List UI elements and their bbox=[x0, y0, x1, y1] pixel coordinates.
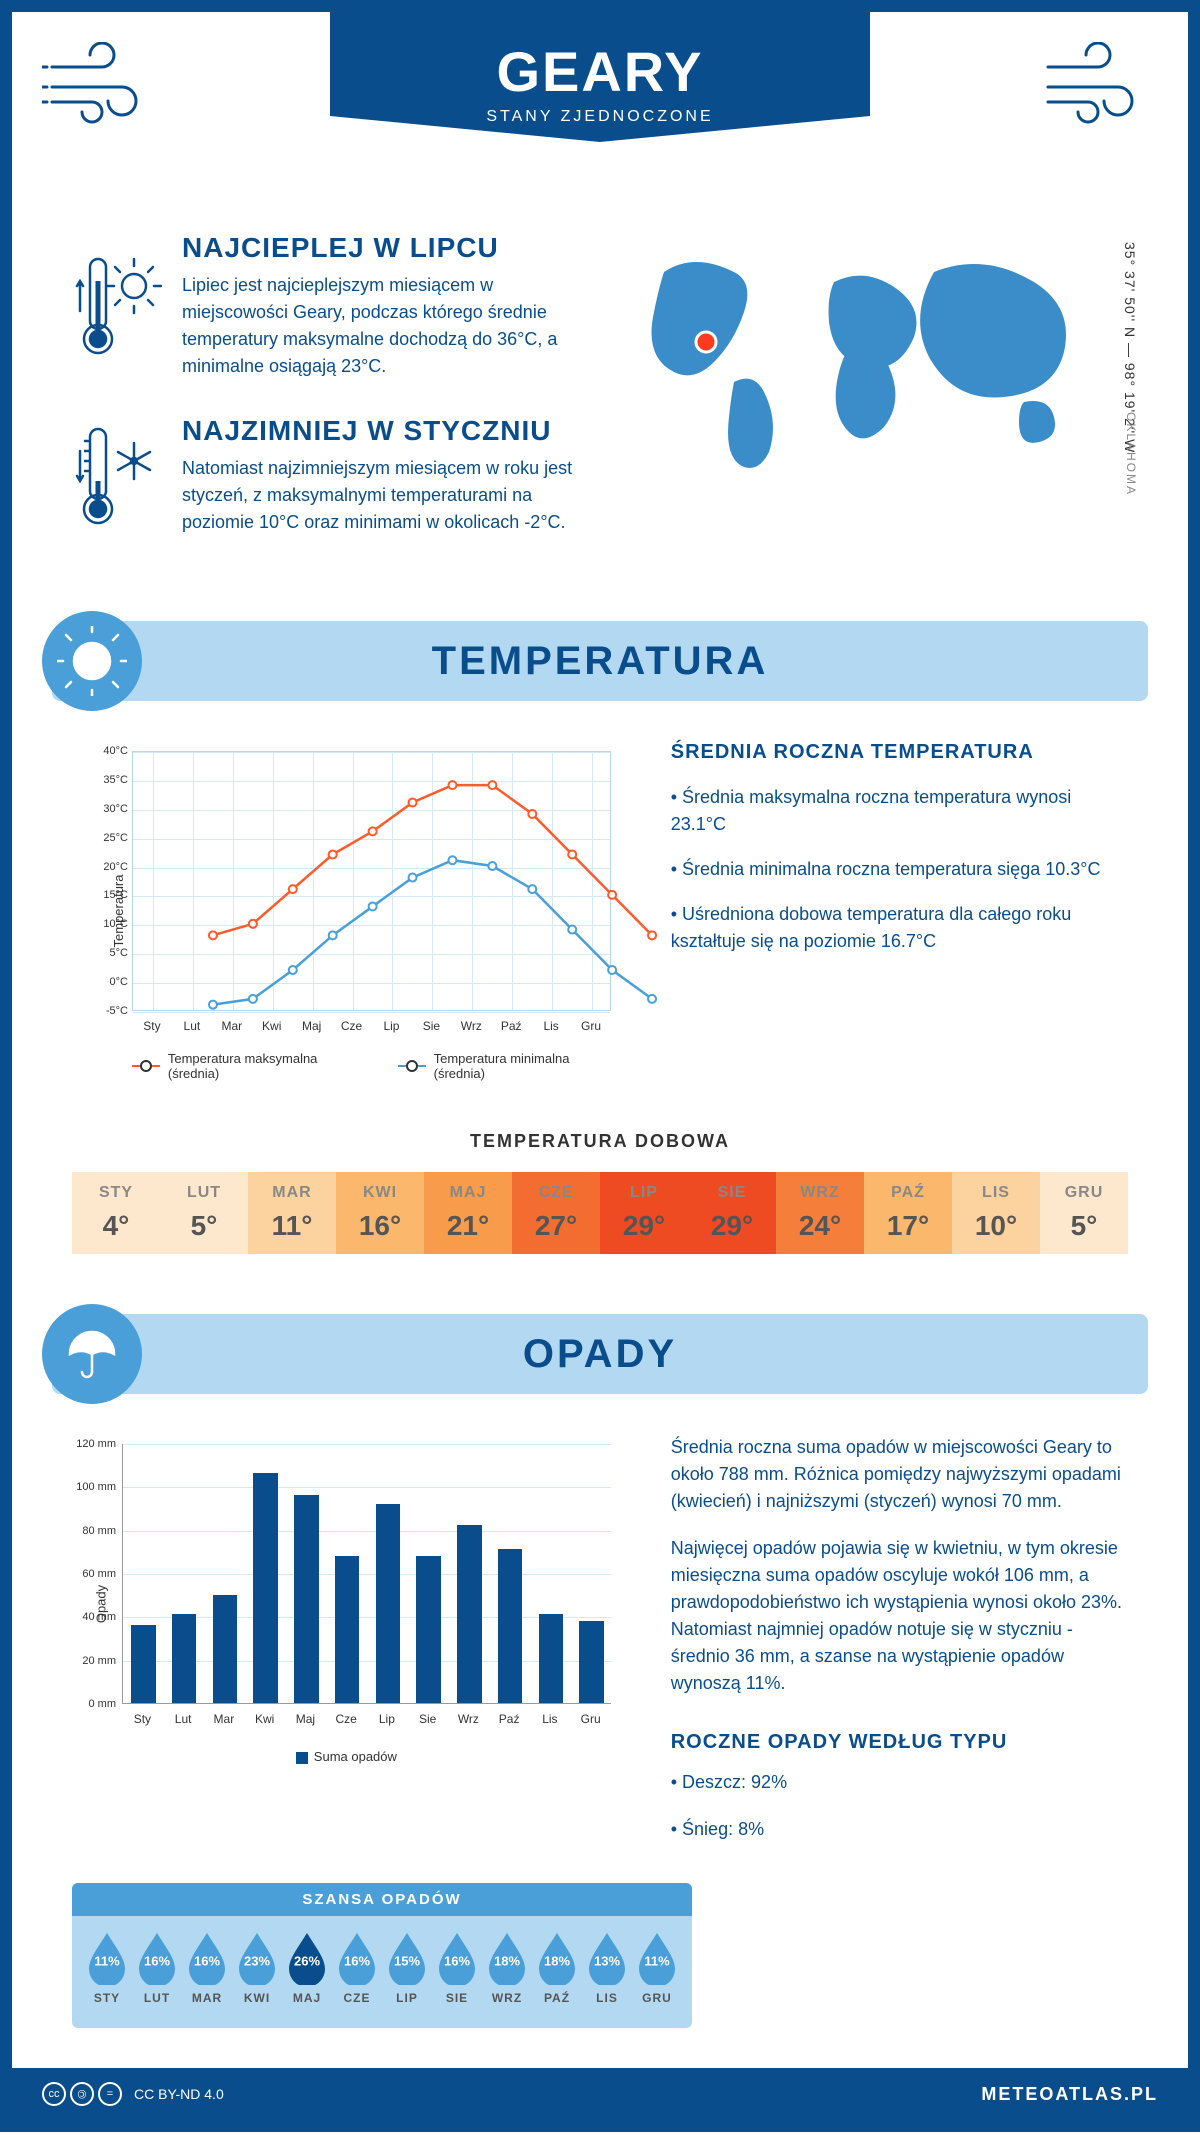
world-map bbox=[620, 232, 1128, 492]
daily-temp-cell: SIE29° bbox=[688, 1172, 776, 1254]
cc-icons: cc 🄯 = bbox=[42, 2082, 122, 2106]
chance-drop: 15% LIP bbox=[385, 1931, 429, 2005]
daily-temp-title: TEMPERATURA DOBOWA bbox=[72, 1131, 1128, 1152]
temperature-chart: Temperatura Temperatura maksymalna (śred… bbox=[72, 741, 621, 1081]
chance-drop: 16% CZE bbox=[335, 1931, 379, 2005]
daily-temp-cell: LUT5° bbox=[160, 1172, 248, 1254]
chance-drop: 16% MAR bbox=[185, 1931, 229, 2005]
daily-temp-cell: MAR11° bbox=[248, 1172, 336, 1254]
precipitation-section-header: OPADY bbox=[52, 1314, 1148, 1394]
warmest-title: NAJCIEPLEJ W LIPCU bbox=[182, 232, 580, 264]
chance-drop: 11% GRU bbox=[635, 1931, 679, 2005]
chance-drop: 16% LUT bbox=[135, 1931, 179, 2005]
wind-icon-left bbox=[42, 42, 162, 132]
precip-bar bbox=[335, 1556, 359, 1703]
coldest-title: NAJZIMNIEJ W STYCZNIU bbox=[182, 415, 580, 447]
thermometer-hot-icon bbox=[72, 232, 162, 380]
page-container: GEARY STANY ZJEDNOCZONE NAJCIEPLEJ W LIP… bbox=[0, 0, 1200, 2132]
world-map-column: 35° 37' 50'' N — 98° 19' 2'' W OKLAHOMA bbox=[620, 232, 1128, 571]
location-marker-icon bbox=[696, 332, 716, 352]
daily-temp-cell: STY4° bbox=[72, 1172, 160, 1254]
precip-bar bbox=[213, 1595, 237, 1703]
chance-drop: 13% LIS bbox=[585, 1931, 629, 2005]
precip-bar bbox=[579, 1621, 603, 1703]
page-header: GEARY STANY ZJEDNOCZONE bbox=[12, 12, 1188, 192]
daily-temp-table: STY4°LUT5°MAR11°KWI16°MAJ21°CZE27°LIP29°… bbox=[72, 1172, 1128, 1254]
warmest-block: NAJCIEPLEJ W LIPCU Lipiec jest najcieple… bbox=[72, 232, 580, 380]
precip-bar bbox=[457, 1525, 481, 1703]
temp-chart-legend: Temperatura maksymalna (średnia)Temperat… bbox=[132, 1051, 611, 1081]
precip-text: Najwięcej opadów pojawia się w kwietniu,… bbox=[671, 1535, 1128, 1697]
precipitation-section-title: OPADY bbox=[52, 1332, 1148, 1377]
daily-temp-cell: LIS10° bbox=[952, 1172, 1040, 1254]
precip-bar bbox=[294, 1495, 318, 1703]
header-banner: GEARY STANY ZJEDNOCZONE bbox=[330, 12, 870, 142]
license-text: CC BY-ND 4.0 bbox=[134, 2086, 224, 2102]
chance-drop: 16% SIE bbox=[435, 1931, 479, 2005]
daily-temp-cell: CZE27° bbox=[512, 1172, 600, 1254]
temperature-section-header: TEMPERATURA bbox=[52, 621, 1148, 701]
cc-nd-icon: = bbox=[98, 2082, 122, 2106]
chance-drop: 18% WRZ bbox=[485, 1931, 529, 2005]
precipitation-chart: Opady Suma opadów 0 mm20 mm40 mm60 mm80 … bbox=[72, 1434, 621, 1863]
precip-by-type-title: ROCZNE OPADY WEDŁUG TYPU bbox=[671, 1727, 1128, 1757]
coldest-text: Natomiast najzimniejszym miesiącem w rok… bbox=[182, 455, 580, 536]
temperature-sidebar: ŚREDNIA ROCZNA TEMPERATURA • Średnia mak… bbox=[671, 741, 1128, 1081]
cc-icon: cc bbox=[42, 2082, 66, 2106]
location-title: GEARY bbox=[496, 39, 703, 104]
temperature-content: Temperatura Temperatura maksymalna (śred… bbox=[12, 701, 1188, 1121]
cc-by-icon: 🄯 bbox=[70, 2082, 94, 2106]
chance-drop: 23% KWI bbox=[235, 1931, 279, 2005]
precip-by-type-item: • Deszcz: 92% bbox=[671, 1769, 1128, 1796]
daily-temp-cell: KWI16° bbox=[336, 1172, 424, 1254]
annual-temp-title: ŚREDNIA ROCZNA TEMPERATURA bbox=[671, 741, 1128, 764]
umbrella-icon bbox=[42, 1304, 142, 1404]
precip-bar bbox=[376, 1504, 400, 1703]
wind-icon-right bbox=[1038, 42, 1158, 132]
precip-bar bbox=[539, 1614, 563, 1703]
annual-temp-bullet: • Średnia minimalna roczna temperatura s… bbox=[671, 856, 1128, 883]
precip-bar bbox=[172, 1614, 196, 1703]
license-block: cc 🄯 = CC BY-ND 4.0 bbox=[42, 2082, 224, 2106]
intro-section: NAJCIEPLEJ W LIPCU Lipiec jest najcieple… bbox=[12, 192, 1188, 601]
chance-title: SZANSA OPADÓW bbox=[72, 1883, 692, 1916]
precip-bar bbox=[253, 1473, 277, 1703]
precipitation-sidebar: Średnia roczna suma opadów w miejscowośc… bbox=[671, 1434, 1128, 1863]
daily-temp-cell: PAŹ17° bbox=[864, 1172, 952, 1254]
temperature-section-title: TEMPERATURA bbox=[52, 639, 1148, 684]
precip-bar bbox=[416, 1556, 440, 1703]
chance-drop: 11% STY bbox=[85, 1931, 129, 2005]
precip-chart-legend: Suma opadów bbox=[72, 1749, 621, 1764]
thermometer-cold-icon bbox=[72, 415, 162, 536]
precip-text: Średnia roczna suma opadów w miejscowośc… bbox=[671, 1434, 1128, 1515]
precip-by-type-item: • Śnieg: 8% bbox=[671, 1816, 1128, 1843]
temp-chart-ylabel: Temperatura bbox=[111, 875, 126, 948]
precip-bar bbox=[498, 1549, 522, 1703]
precipitation-chance-strip: SZANSA OPADÓW 11% STY 16% LUT 16% MAR 23… bbox=[72, 1883, 692, 2028]
page-footer: cc 🄯 = CC BY-ND 4.0 METEOATLAS.PL bbox=[12, 2068, 1188, 2120]
daily-temp-cell: WRZ24° bbox=[776, 1172, 864, 1254]
region-label: OKLAHOMA bbox=[1124, 412, 1138, 496]
chance-drops-row: 11% STY 16% LUT 16% MAR 23% KWI 26% MAJ bbox=[72, 1916, 692, 2013]
country-subtitle: STANY ZJEDNOCZONE bbox=[486, 108, 713, 126]
precip-bar bbox=[131, 1625, 155, 1703]
precipitation-content: Opady Suma opadów 0 mm20 mm40 mm60 mm80 … bbox=[12, 1394, 1188, 1883]
daily-temp-cell: MAJ21° bbox=[424, 1172, 512, 1254]
daily-temp-cell: GRU5° bbox=[1040, 1172, 1128, 1254]
warmest-text: Lipiec jest najcieplejszym miesiącem w m… bbox=[182, 272, 580, 380]
site-name: METEOATLAS.PL bbox=[981, 2084, 1158, 2105]
daily-temp-cell: LIP29° bbox=[600, 1172, 688, 1254]
chance-drop: 26% MAJ bbox=[285, 1931, 329, 2005]
coldest-block: NAJZIMNIEJ W STYCZNIU Natomiast najzimni… bbox=[72, 415, 580, 536]
daily-temperature-block: TEMPERATURA DOBOWA STY4°LUT5°MAR11°KWI16… bbox=[12, 1121, 1188, 1294]
annual-temp-bullet: • Uśredniona dobowa temperatura dla całe… bbox=[671, 901, 1128, 955]
sun-icon bbox=[42, 611, 142, 711]
annual-temp-bullet: • Średnia maksymalna roczna temperatura … bbox=[671, 784, 1128, 838]
intro-text-column: NAJCIEPLEJ W LIPCU Lipiec jest najcieple… bbox=[72, 232, 580, 571]
chance-drop: 18% PAŹ bbox=[535, 1931, 579, 2005]
